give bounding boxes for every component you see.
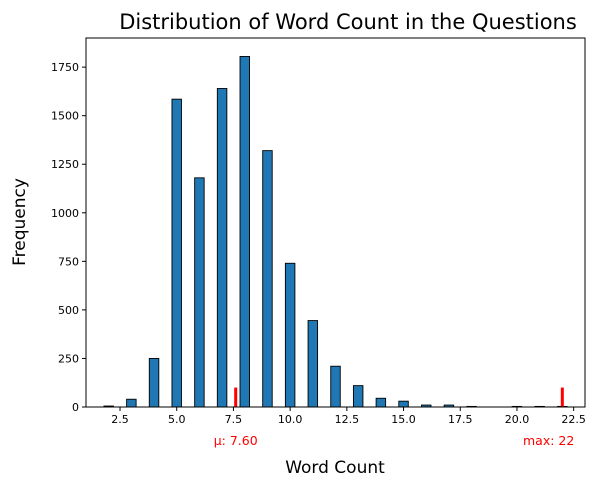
y-tick-label: 750	[58, 255, 79, 268]
bar	[216, 88, 228, 408]
y-tick-label: 1500	[51, 110, 79, 123]
bar	[148, 357, 160, 408]
y-tick-label: 0	[72, 401, 79, 414]
bar	[262, 150, 273, 408]
chart-title: Distribution of Word Count in the Questi…	[119, 10, 577, 34]
x-tick-label: 17.5	[448, 413, 473, 426]
annotation-marker	[560, 387, 564, 407]
bar	[375, 397, 387, 408]
x-tick-label: 12.5	[335, 413, 360, 426]
x-tick-label: 7.5	[225, 413, 243, 426]
y-tick-label: 1250	[51, 158, 79, 171]
x-tick-label: 15.0	[391, 413, 416, 426]
x-tick-label: 20.0	[505, 413, 530, 426]
plot-frame	[85, 37, 586, 408]
annotation-label: max: 22	[523, 433, 574, 448]
x-tick-label: 22.5	[561, 413, 586, 426]
bar	[126, 398, 137, 408]
x-tick-label: 2.5	[111, 413, 129, 426]
annotation-marks: μ: 7.60 max: 22	[214, 387, 574, 448]
bar	[171, 98, 182, 408]
annotation-label: μ: 7.60	[214, 433, 258, 448]
bar	[398, 400, 409, 408]
bar-series	[103, 56, 568, 408]
y-axis-label: Frequency	[10, 178, 30, 266]
x-tick-label: 10.0	[278, 413, 303, 426]
y-tick-label: 250	[58, 352, 79, 365]
bar	[239, 56, 250, 408]
bar	[330, 365, 341, 408]
annotation-marker	[234, 387, 238, 407]
x-tick-label: 5.0	[168, 413, 186, 426]
y-tick-label: 1000	[51, 207, 79, 220]
y-tick-label: 1750	[51, 61, 79, 74]
y-tick-label: 500	[58, 304, 79, 317]
x-axis-label: Word Count	[285, 458, 385, 478]
bar	[194, 177, 205, 408]
x-axis-ticks: 2.5 5.0 7.5 10.0 12.5 15.0 17.5 20.0 22.5	[111, 407, 586, 426]
bar	[307, 320, 319, 408]
bar	[352, 385, 364, 408]
bar	[284, 262, 296, 408]
y-axis-ticks: 0 250 500 750 1000 1250 1500 1750	[51, 61, 86, 414]
